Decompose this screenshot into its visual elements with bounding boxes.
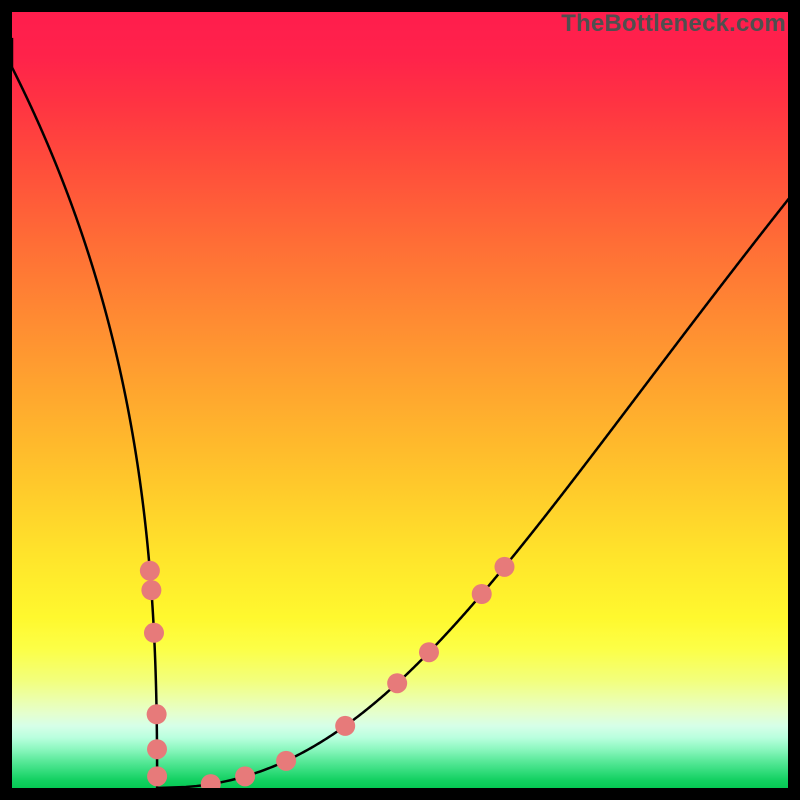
bottleneck-curve-chart bbox=[12, 12, 788, 788]
data-point bbox=[147, 766, 167, 786]
data-point bbox=[387, 673, 407, 693]
watermark-label: TheBottleneck.com bbox=[561, 10, 786, 38]
data-point bbox=[235, 766, 255, 786]
data-point bbox=[147, 704, 167, 724]
heatmap-background bbox=[12, 12, 788, 788]
data-point bbox=[494, 557, 514, 577]
data-point bbox=[276, 751, 296, 771]
data-point bbox=[472, 584, 492, 604]
data-point bbox=[144, 623, 164, 643]
data-point bbox=[419, 642, 439, 662]
chart-frame: TheBottleneck.com bbox=[0, 0, 800, 800]
data-point bbox=[141, 580, 161, 600]
data-point bbox=[335, 716, 355, 736]
data-point bbox=[147, 739, 167, 759]
data-point bbox=[140, 561, 160, 581]
